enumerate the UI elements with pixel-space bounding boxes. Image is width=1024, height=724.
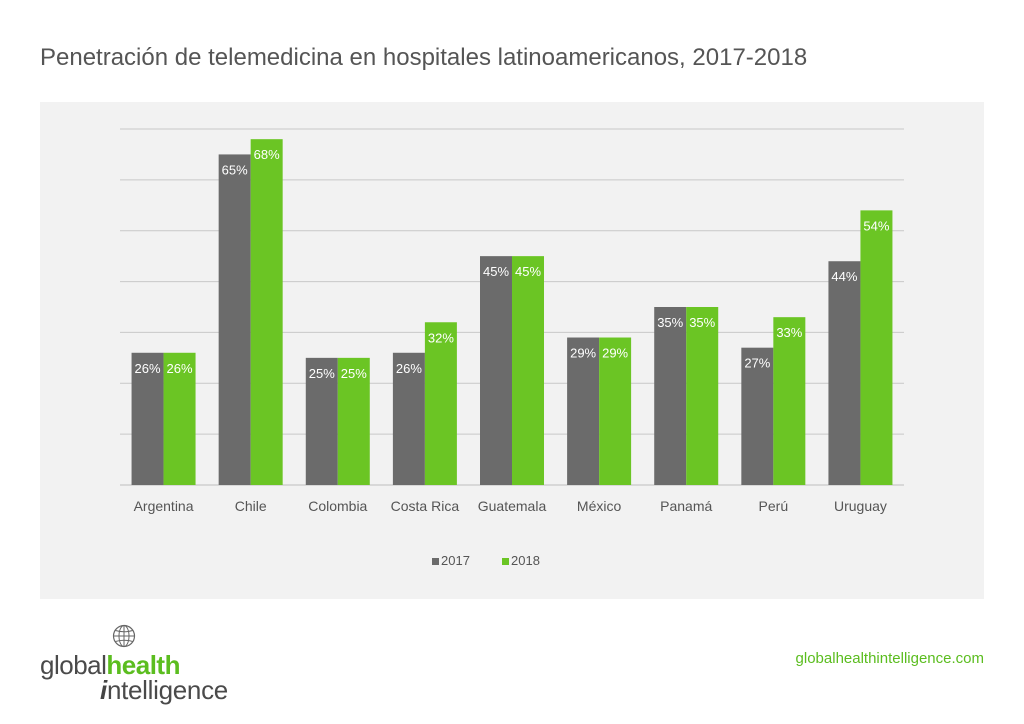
chart-panel: 26% 26% Argentina 65% 68% Chile 25% 25% Colombia… bbox=[40, 102, 984, 599]
brand-intelligence: ntelligence bbox=[106, 675, 228, 705]
data-label: 54% bbox=[863, 218, 889, 233]
bar-2017 bbox=[218, 154, 251, 485]
data-label: 33% bbox=[776, 325, 802, 340]
bar-2017 bbox=[654, 307, 687, 485]
legend-label-2017: 2017 bbox=[441, 553, 470, 568]
bar-2017 bbox=[828, 261, 861, 485]
bar-2017 bbox=[392, 352, 425, 485]
bar-2017 bbox=[741, 347, 774, 485]
bar-2018 bbox=[773, 317, 806, 485]
bar-2017 bbox=[305, 357, 338, 485]
data-label: 26% bbox=[396, 361, 422, 376]
legend-swatch-2018 bbox=[502, 558, 509, 565]
data-label: 27% bbox=[744, 356, 770, 371]
bar-2017 bbox=[131, 352, 164, 485]
data-label: 45% bbox=[483, 264, 509, 279]
data-label: 26% bbox=[135, 361, 161, 376]
x-tick-label: Uruguay bbox=[834, 498, 887, 514]
data-label: 26% bbox=[167, 361, 193, 376]
x-tick-label: Costa Rica bbox=[391, 498, 460, 514]
data-label: 65% bbox=[222, 162, 248, 177]
x-tick-label: Perú bbox=[759, 498, 789, 514]
x-tick-label: Argentina bbox=[134, 498, 194, 514]
data-label: 44% bbox=[831, 269, 857, 284]
brand-i: i bbox=[100, 675, 107, 705]
bar-2018 bbox=[163, 352, 196, 485]
data-label: 35% bbox=[657, 315, 683, 330]
brand-line2: intelligence bbox=[100, 675, 228, 706]
brand-logo: globalhealth intelligence bbox=[40, 624, 240, 706]
brand-global: global bbox=[40, 650, 107, 680]
data-label: 32% bbox=[428, 330, 454, 345]
brand-line1: globalhealth bbox=[40, 650, 180, 681]
x-tick-label: Colombia bbox=[308, 498, 367, 514]
bar-2018 bbox=[860, 210, 893, 485]
bar-2018 bbox=[424, 322, 457, 485]
bar-2018 bbox=[250, 139, 283, 485]
data-label: 25% bbox=[309, 366, 335, 381]
bar-2017 bbox=[567, 337, 600, 485]
x-tick-label: Guatemala bbox=[478, 498, 547, 514]
website-link[interactable]: globalhealthintelligence.com bbox=[795, 650, 984, 667]
data-label: 68% bbox=[254, 147, 280, 162]
legend-label-2018: 2018 bbox=[511, 553, 540, 568]
x-tick-label: Panamá bbox=[660, 498, 712, 514]
data-label: 29% bbox=[602, 346, 628, 361]
data-label: 29% bbox=[570, 346, 596, 361]
data-label: 45% bbox=[515, 264, 541, 279]
x-tick-label: Chile bbox=[235, 498, 267, 514]
bar-chart: 26% 26% Argentina 65% 68% Chile 25% 25% Colombia… bbox=[120, 128, 904, 568]
data-label: 35% bbox=[689, 315, 715, 330]
globe-icon bbox=[112, 624, 136, 648]
data-label: 25% bbox=[341, 366, 367, 381]
bar-2018 bbox=[686, 307, 719, 485]
legend-swatch-2017 bbox=[432, 558, 439, 565]
brand-health: health bbox=[106, 650, 180, 680]
bar-2017 bbox=[480, 256, 512, 485]
bar-2018 bbox=[599, 337, 632, 485]
bar-2018 bbox=[512, 256, 544, 485]
chart-title: Penetración de telemedicina en hospitale… bbox=[40, 44, 808, 71]
bar-2018 bbox=[337, 357, 370, 485]
x-tick-label: México bbox=[577, 498, 622, 514]
